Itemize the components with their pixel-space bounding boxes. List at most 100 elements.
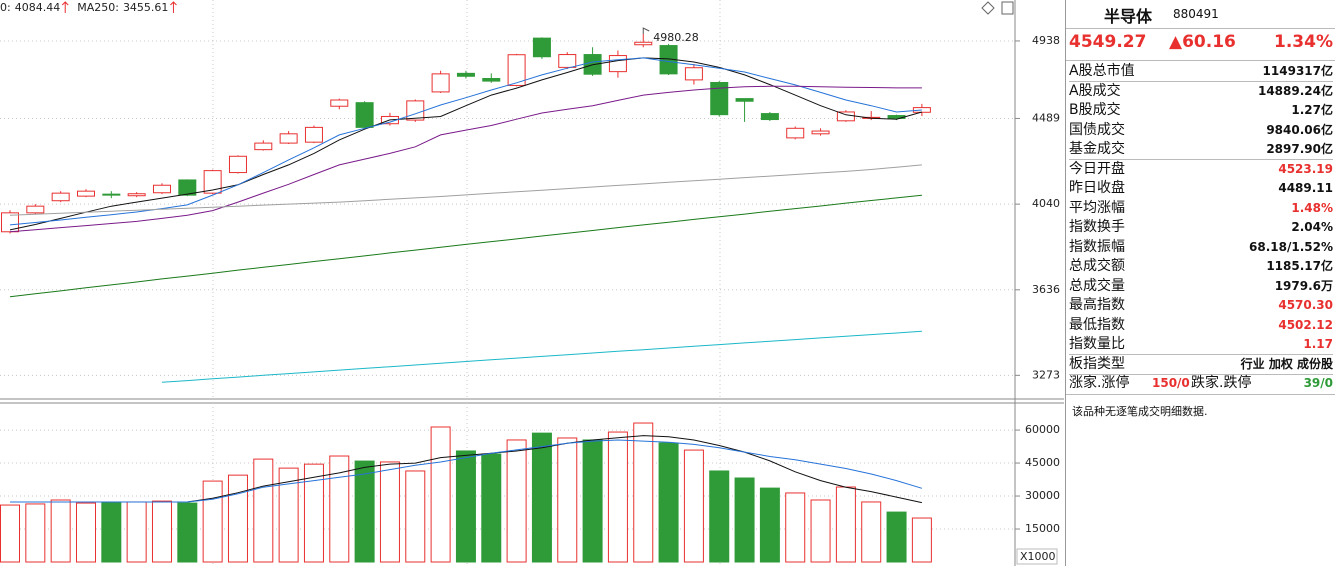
arrow	[61, 1, 69, 13]
volume-bar	[810, 499, 831, 563]
volume-bar	[177, 502, 198, 563]
label: 最高指数	[1069, 297, 1125, 313]
volume-bar	[531, 432, 552, 563]
value: 4489.11	[1278, 181, 1333, 195]
volume-bar	[861, 501, 882, 563]
unit-box	[1016, 548, 1058, 565]
volume-bar	[405, 470, 426, 563]
ma-line	[9, 57, 923, 231]
legend-value: 4084.44	[15, 1, 61, 14]
y-tick-label: 4040	[1032, 197, 1060, 210]
candle-body	[456, 72, 475, 77]
volume-bar	[379, 461, 400, 563]
candle-body	[684, 67, 703, 81]
volume-bar	[607, 431, 628, 563]
candle-body	[127, 193, 146, 197]
value: 1.48%	[1291, 200, 1333, 215]
ma-line	[10, 439, 923, 503]
info-row: A股成交 14889.24亿	[1069, 82, 1333, 101]
volume-bar	[430, 426, 451, 563]
candle-body	[51, 192, 70, 202]
annotation: 4980.28	[653, 31, 699, 44]
value: 1.17	[1303, 337, 1333, 351]
candle-body	[254, 142, 273, 151]
value: 4502.12	[1278, 317, 1333, 332]
volume-bar	[455, 450, 476, 563]
info-row: 总成交额 1185.17亿	[1069, 257, 1333, 276]
candle-body	[634, 41, 653, 46]
legend-value: 3455.61	[123, 1, 169, 14]
candle-body	[203, 170, 222, 194]
candle-body	[152, 184, 171, 194]
volume-bar	[633, 422, 654, 563]
volume-bar	[557, 437, 578, 563]
label: 国债成交	[1069, 121, 1125, 138]
candle-body	[532, 37, 551, 58]
label: 指数振幅	[1069, 238, 1125, 255]
candle-body	[710, 81, 729, 116]
icon[interactable]	[981, 1, 995, 15]
value: 行业 加权 成份股	[1240, 356, 1333, 371]
volume-bar	[101, 501, 122, 563]
volume-bar	[709, 470, 730, 563]
volume-bar	[227, 474, 248, 563]
separator	[1066, 394, 1335, 395]
breadth-row: 涨家.涨停 150/0 跌家.跌停 39/0	[1069, 374, 1333, 393]
info-row: A股总市值 1149317亿	[1069, 62, 1333, 82]
info-row: 板指类型 行业 加权 成份股	[1069, 355, 1333, 375]
label: 总成交额	[1069, 258, 1125, 274]
candle-body	[26, 205, 45, 214]
info-row: 今日开盘 4523.19	[1069, 160, 1333, 179]
candle-body	[76, 190, 95, 197]
candle-body	[735, 98, 754, 102]
value: 1979.6万	[1274, 278, 1333, 293]
title: 半导体	[1104, 7, 1153, 26]
value: 1149317亿	[1262, 64, 1333, 78]
candle-body	[279, 133, 298, 144]
arrow	[170, 1, 177, 13]
info-panel: 半导体 880491 4549.27 ▲60.16 1.34% A股总市值 114…	[1065, 0, 1335, 566]
label: A股成交	[1069, 82, 1121, 99]
volume-bar	[759, 487, 780, 563]
y-tick-label: 3636	[1032, 283, 1060, 296]
label: 跌家.跌停	[1191, 375, 1252, 391]
candle-body	[760, 113, 779, 121]
volume-bar	[25, 503, 46, 563]
volume-bar	[278, 467, 299, 563]
value: 2897.90亿	[1266, 142, 1333, 156]
info-row: 指数量比 1.17	[1069, 335, 1333, 355]
candle-body	[836, 111, 855, 122]
label: A股总市值	[1069, 63, 1135, 79]
volume-bar	[734, 477, 755, 563]
volume-bar	[683, 449, 704, 563]
info-row: 昨日收盘 4489.11	[1069, 179, 1333, 198]
candle-body	[558, 54, 577, 68]
value: 4570.30	[1278, 298, 1333, 312]
info-row: B股成交 1.27亿	[1069, 101, 1333, 120]
legend-label: 0:	[0, 1, 11, 14]
candle-body	[406, 100, 425, 121]
volume-bar	[329, 455, 350, 563]
chart: 4938 4489 4040 3636 3273 4980.28 0: 4084.44 MA25…	[0, 0, 1064, 566]
code: 880491	[1173, 7, 1219, 21]
value: 14889.24亿	[1257, 83, 1333, 98]
candle-body	[355, 102, 374, 128]
info-row: 国债成交 9840.06亿	[1069, 121, 1333, 140]
label: 指数换手	[1069, 219, 1125, 235]
volume-bar	[75, 502, 96, 563]
candle-body	[507, 54, 526, 86]
volume-bar	[202, 480, 223, 563]
separator	[1066, 28, 1335, 29]
candle-body	[102, 193, 121, 196]
volume-bar	[582, 439, 603, 563]
label: 今日开盘	[1069, 160, 1125, 177]
label: B股成交	[1069, 102, 1121, 118]
label: 基金成交	[1069, 141, 1125, 157]
value: 150/0	[1152, 376, 1190, 390]
icon[interactable]	[1001, 1, 1014, 15]
label: 平均涨幅	[1069, 199, 1125, 216]
y-tick-label: 30000	[1025, 489, 1060, 502]
marker	[642, 27, 650, 35]
ma-line	[9, 194, 922, 298]
